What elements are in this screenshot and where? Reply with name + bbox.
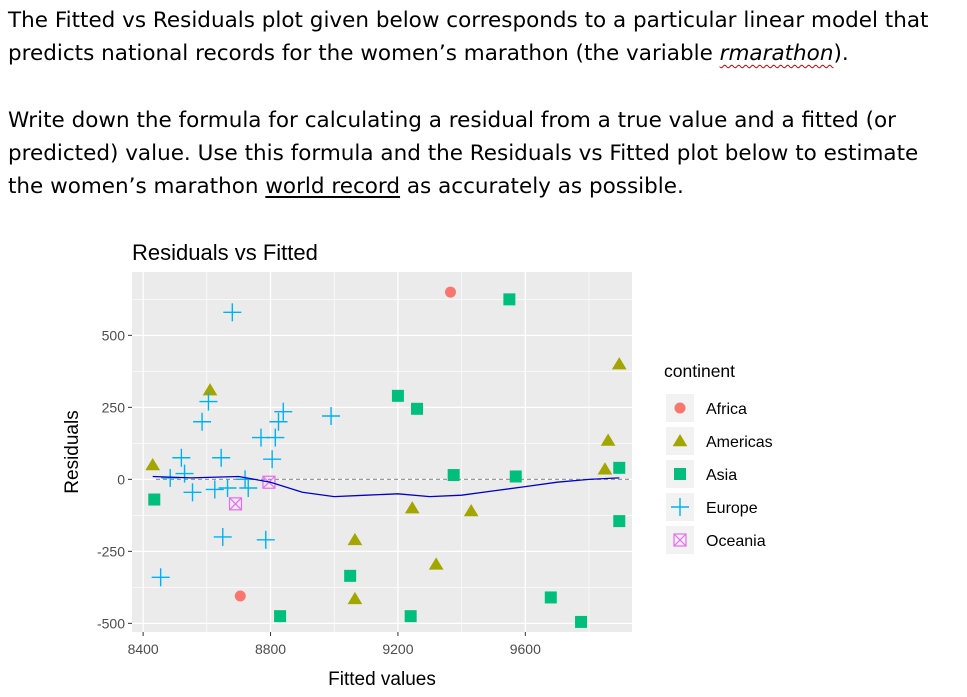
legend-item-africa: Africa [666, 394, 747, 422]
point-europe [218, 479, 237, 497]
point-africa [444, 286, 456, 298]
legend-label: Europe [706, 500, 758, 517]
y-axis-label: Residuals [62, 410, 83, 493]
point-asia [503, 293, 516, 306]
legend-item-europe: Europe [666, 493, 758, 521]
legend-label: Americas [706, 434, 773, 451]
minor-gridlines [132, 272, 632, 632]
legend-key-americas-icon [672, 434, 688, 447]
point-americas [347, 591, 363, 605]
point-asia [447, 469, 460, 482]
x-tick-label: 9600 [510, 641, 541, 657]
point-americas [347, 532, 363, 546]
plot-panel [132, 272, 632, 632]
point-asia [544, 591, 557, 604]
legend-key-oceania-icon [673, 533, 687, 547]
smooth-trend-line [152, 475, 620, 498]
point-americas [600, 433, 616, 446]
point-europe [205, 480, 224, 499]
point-europe [151, 568, 170, 587]
para1-text-b: ). [833, 41, 849, 66]
point-americas [428, 557, 444, 570]
legend-label: Africa [706, 401, 747, 418]
legend-item-americas: Americas [666, 427, 773, 455]
point-oceania [228, 497, 243, 511]
legend-item-oceania: Oceania [666, 526, 766, 554]
world-record-underlined: world record [265, 174, 401, 199]
legend: Africa Americas Asia Europe Oceania [666, 394, 773, 554]
y-tick-label: -250 [97, 543, 125, 559]
y-tick-label: -500 [97, 615, 125, 631]
point-europe [199, 392, 218, 411]
point-europe [183, 483, 202, 502]
x-axis-label: Fitted values [328, 669, 436, 690]
chart-title: Residuals vs Fitted [132, 240, 318, 265]
point-asia [613, 515, 626, 528]
point-asia [404, 610, 417, 623]
x-axis-ticks: 8400 8800 9200 9600 [128, 632, 541, 657]
point-europe [223, 303, 242, 322]
point-asia [613, 461, 626, 474]
para2-text-b: as accurately as possible. [400, 174, 684, 199]
point-europe [256, 530, 275, 549]
y-tick-label: 250 [102, 399, 126, 415]
point-europe [322, 407, 341, 425]
legend-key-africa-icon [674, 402, 686, 414]
point-asia [391, 389, 404, 402]
point-europe [175, 464, 194, 483]
question-paragraph-2: Write down the formula for calculating a… [8, 104, 958, 203]
legend-key-asia-icon [674, 468, 686, 480]
para2-text-a: Write down the formula for calculating a… [8, 108, 919, 199]
point-asia [274, 610, 287, 623]
point-europe [269, 412, 288, 431]
point-asia [148, 493, 161, 506]
legend-title: continent [664, 361, 735, 381]
point-europe [263, 450, 282, 469]
legend-item-asia: Asia [666, 460, 737, 488]
point-europe [213, 527, 232, 546]
point-europe [239, 479, 258, 497]
point-americas [404, 501, 420, 514]
x-tick-label: 8800 [255, 641, 286, 657]
y-tick-label: 0 [117, 471, 125, 487]
point-asia [344, 569, 357, 582]
para1-text-a: The Fitted vs Residuals plot given below… [8, 8, 929, 66]
point-americas [463, 504, 479, 517]
x-tick-label: 8400 [128, 641, 159, 657]
point-europe [266, 428, 285, 447]
point-americas [202, 383, 218, 396]
point-africa [234, 590, 246, 602]
point-europe [193, 412, 212, 431]
point-asia [411, 402, 424, 415]
point-americas [597, 462, 613, 475]
x-tick-label: 9200 [382, 641, 413, 657]
point-asia [509, 470, 522, 483]
question-paragraph-1: The Fitted vs Residuals plot given below… [8, 4, 958, 70]
data-points [145, 286, 627, 628]
point-asia [575, 615, 588, 628]
point-americas [611, 357, 627, 370]
point-europe [274, 402, 293, 421]
point-europe [172, 448, 191, 467]
variable-name: rmarathon [719, 41, 834, 66]
legend-label: Asia [706, 467, 737, 484]
legend-label: Oceania [706, 533, 766, 550]
point-americas [145, 457, 161, 471]
y-tick-label: 500 [102, 327, 126, 343]
point-europe [212, 448, 231, 467]
y-axis-ticks: -500 -250 0 250 500 [97, 327, 132, 631]
legend-key-europe-icon [671, 498, 689, 516]
